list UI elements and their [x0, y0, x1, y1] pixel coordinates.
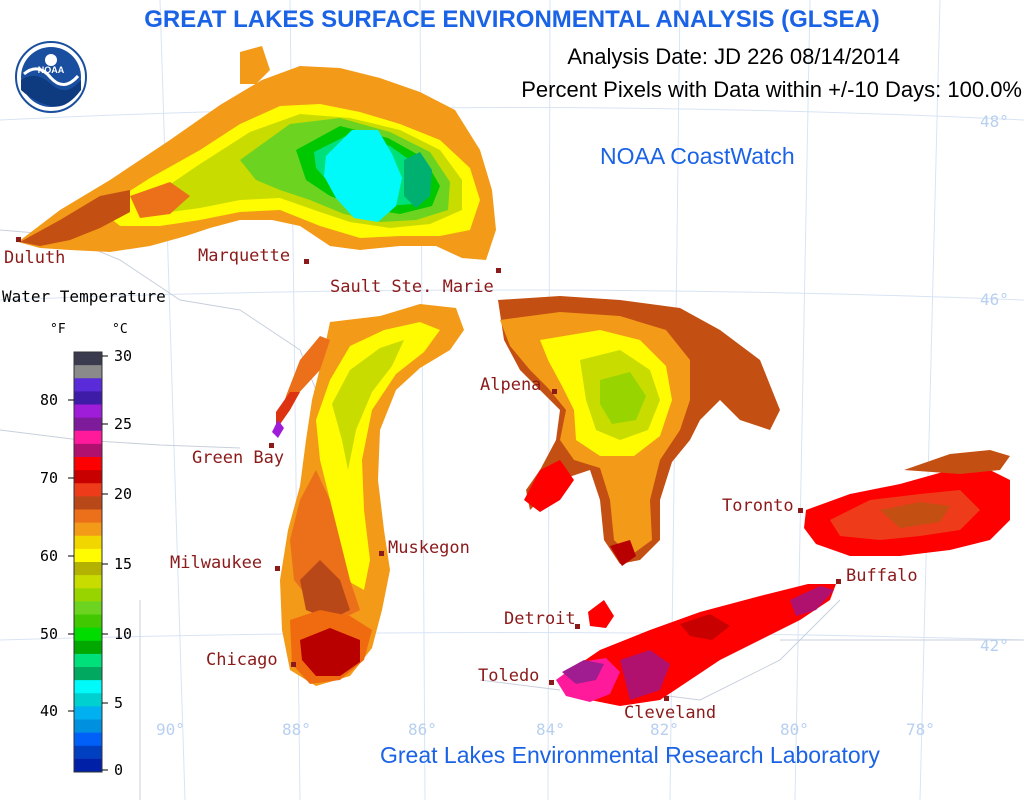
legend-color-swatch [74, 640, 102, 655]
city-label-muskegon: Muskegon [388, 538, 470, 558]
legend-color-swatch [74, 575, 102, 589]
lake-huron [498, 296, 780, 566]
lon-label-78: 78° [906, 720, 935, 739]
noaa-logo-icon: NOAA [15, 41, 87, 113]
legend-f-tick: 60 [40, 547, 59, 565]
city-label-toronto: Toronto [722, 496, 794, 516]
temperature-color-bar [74, 352, 102, 773]
legend-c-tick: 20 [114, 485, 133, 503]
legend-color-swatch [74, 627, 102, 642]
lon-label-82: 82° [650, 720, 679, 739]
lab-credit: Great Lakes Environmental Research Labor… [380, 742, 880, 768]
legend-color-swatch [74, 352, 102, 366]
analysis-date: Analysis Date: JD 226 08/14/2014 [567, 44, 900, 69]
lat-label-46: 46° [980, 290, 1009, 309]
legend-unit-c: °C [112, 322, 128, 337]
legend-color-swatch [74, 562, 102, 576]
lon-label-88: 88° [282, 720, 311, 739]
legend-unit-f: °F [50, 322, 66, 337]
legend-color-swatch [74, 758, 102, 773]
legend-color-swatch [74, 614, 102, 629]
city-label-green-bay: Green Bay [192, 448, 285, 468]
lon-label-90: 90° [156, 720, 185, 739]
legend-f-tick: 50 [40, 625, 59, 643]
legend-color-swatch [74, 496, 102, 510]
legend-color-swatch [74, 483, 102, 497]
legend-color-swatch [74, 745, 102, 760]
lat-label-42: 42° [980, 636, 1009, 655]
legend-color-swatch [74, 509, 102, 524]
legend-color-swatch [74, 732, 102, 747]
coastwatch-credit: NOAA CoastWatch [600, 143, 795, 169]
legend-color-swatch [74, 667, 102, 681]
lon-label-84: 84° [536, 720, 565, 739]
legend-color-swatch [74, 693, 102, 707]
percent-pixels: Percent Pixels with Data within +/-10 Da… [521, 77, 1022, 102]
legend-c-tick: 30 [114, 347, 133, 365]
city-label-chicago: Chicago [206, 650, 278, 670]
legend-color-swatch [74, 535, 102, 550]
lake-st-clair [588, 600, 614, 628]
lake-erie [556, 584, 836, 706]
city-label-marquette: Marquette [198, 246, 291, 266]
legend-color-swatch [74, 391, 102, 405]
legend-title: Water Temperature [2, 287, 166, 306]
noaa-logo-text: NOAA [38, 65, 65, 75]
legend-color-swatch [74, 522, 102, 537]
lake-ontario [804, 450, 1010, 556]
page-title: GREAT LAKES SURFACE ENVIRONMENTAL ANALYS… [144, 6, 880, 33]
legend-color-swatch [74, 457, 102, 471]
legend-c-tick: 15 [114, 555, 133, 573]
legend-color-swatch [74, 719, 102, 734]
legend-color-swatch [74, 548, 102, 563]
legend-color-swatch [74, 430, 102, 445]
city-label-sault-ste-marie: Sault Ste. Marie [330, 277, 494, 297]
legend-f-tick: 80 [40, 391, 59, 409]
city-label-toledo: Toledo [478, 666, 540, 686]
city-label-cleveland: Cleveland [624, 703, 717, 723]
legend-color-swatch [74, 443, 102, 458]
legend-c-tick: 25 [114, 415, 133, 433]
legend-f-tick: 70 [40, 469, 59, 487]
lake-superior [18, 46, 496, 260]
legend-c-tick: 10 [114, 625, 133, 643]
legend-color-swatch [74, 378, 102, 392]
legend-color-swatch [74, 470, 102, 484]
lon-label-80: 80° [780, 720, 809, 739]
legend-color-swatch [74, 588, 102, 602]
city-label-alpena: Alpena [480, 375, 542, 395]
legend-color-swatch [74, 404, 102, 419]
lake-michigan [272, 304, 464, 686]
city-markers [16, 237, 841, 701]
city-label-milwaukee: Milwaukee [170, 553, 263, 573]
city-label-buffalo: Buffalo [846, 566, 918, 586]
lat-label-48: 48° [980, 112, 1009, 131]
legend-color-swatch [74, 680, 102, 694]
city-label-duluth: Duluth [4, 248, 66, 268]
lon-label-86: 86° [408, 720, 437, 739]
legend-color-swatch [74, 365, 102, 379]
city-label-detroit: Detroit [504, 609, 576, 629]
legend-tick-marks [68, 355, 108, 771]
legend-f-tick: 40 [40, 702, 59, 720]
legend-c-tick: 5 [114, 694, 124, 712]
legend-c-tick: 0 [114, 761, 124, 779]
legend-color-swatch [74, 417, 102, 432]
legend-color-swatch [74, 706, 102, 720]
legend-color-swatch [74, 601, 102, 615]
legend-color-swatch [74, 653, 102, 668]
